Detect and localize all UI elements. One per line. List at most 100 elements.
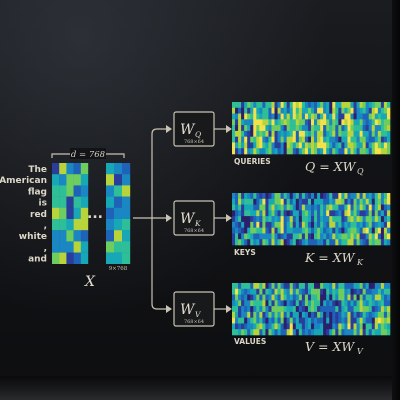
heatmap-cell: [277, 227, 281, 234]
heatmap-cell: [274, 233, 278, 240]
heatmap-cell: [320, 136, 324, 143]
heatmap-cell: [280, 300, 284, 307]
input-matrix-cell: [114, 207, 123, 220]
input-matrix-cell: [122, 252, 131, 264]
heatmap-cell: [262, 216, 266, 223]
heatmap-cell: [386, 107, 391, 114]
heatmap-cell: [368, 119, 373, 126]
heatmap-cell: [247, 317, 251, 324]
heatmap-cell: [359, 306, 363, 313]
heatmap-cell: [371, 148, 376, 155]
heatmap-cell: [253, 239, 257, 246]
heatmap-cell: [274, 204, 278, 211]
heatmap-cell: [295, 221, 300, 228]
heatmap-cell: [338, 300, 342, 307]
heatmap-cell: [301, 233, 306, 240]
heatmap-cell: [247, 193, 251, 200]
heatmap-cell: [232, 329, 236, 336]
heatmap-cell: [338, 323, 342, 330]
heatmap-cell: [241, 311, 245, 318]
heatmap-cell: [383, 119, 388, 126]
heatmap-cell: [341, 323, 345, 330]
heatmap-cell: [368, 136, 373, 143]
heatmap-cell: [365, 148, 370, 155]
heatmap-cell: [301, 283, 306, 290]
heatmap-cell: [280, 317, 284, 324]
heatmap-cell: [371, 130, 376, 137]
heatmap-cell: [335, 227, 339, 234]
heatmap-cell: [238, 306, 242, 313]
heatmap-cell: [332, 239, 336, 246]
heatmap-cell: [344, 193, 348, 200]
heatmap-cell: [280, 288, 284, 295]
heatmap-cell: [350, 107, 354, 114]
heatmap-cell: [374, 130, 379, 137]
heatmap-cell: [350, 221, 354, 228]
heatmap-cell: [250, 216, 254, 223]
heatmap-cell: [350, 102, 354, 109]
heatmap-cell: [317, 125, 321, 132]
heatmap-cell: [265, 311, 269, 318]
heatmap-cell: [320, 210, 324, 217]
heatmap-cell: [262, 294, 266, 301]
heatmap-cell: [304, 306, 309, 313]
heatmap-cell: [368, 294, 373, 301]
heatmap-cell: [292, 102, 297, 109]
heatmap-cell: [256, 119, 260, 126]
input-matrix-cell: [59, 196, 67, 208]
heatmap-cell: [265, 107, 269, 114]
heatmap-cell: [347, 329, 351, 336]
heatmap-cell: [338, 306, 342, 313]
heatmap-cell: [371, 119, 376, 126]
heatmap-cell: [304, 130, 309, 137]
input-matrix-cell: [106, 196, 115, 208]
heatmap-cell: [311, 323, 315, 330]
heatmap-cell: [356, 130, 360, 137]
heatmap-cell: [335, 193, 339, 200]
heatmap-cell: [329, 306, 333, 313]
heatmap-cell: [350, 148, 354, 155]
heatmap-cell: [265, 142, 269, 149]
heatmap-cell: [317, 204, 321, 211]
heatmap-cell: [362, 107, 366, 114]
heatmap-cell: [241, 142, 245, 149]
heatmap-cell: [329, 288, 333, 295]
heatmap-cell: [283, 294, 287, 301]
heatmap-cell: [268, 102, 272, 109]
heatmap-cell: [338, 329, 342, 336]
heatmap-cell: [295, 227, 300, 234]
heatmap-cell: [329, 107, 333, 114]
heatmap-cell: [320, 125, 324, 132]
heatmap-cell: [277, 294, 281, 301]
heatmap-cell: [365, 142, 370, 149]
heatmap-cell: [256, 323, 260, 330]
heatmap-cell: [238, 288, 242, 295]
heatmap-cell: [262, 142, 266, 149]
heatmap-cell: [314, 233, 318, 240]
heatmap-cell: [283, 317, 287, 324]
weight-k-symbol: W: [180, 211, 196, 227]
heatmap-cell: [235, 102, 239, 109]
heatmap-cell: [314, 148, 318, 155]
heatmap-cell: [232, 107, 236, 114]
heatmap-cell: [356, 216, 360, 223]
heatmap-cell: [374, 210, 379, 217]
heatmap-cell: [311, 136, 315, 143]
heatmap-cell: [247, 283, 251, 290]
heatmap-cell: [256, 113, 260, 120]
heatmap-cell: [344, 306, 348, 313]
heatmap-cell: [232, 102, 236, 109]
heatmap-cell: [274, 210, 278, 217]
heatmap-cell: [329, 204, 333, 211]
heatmap-cell: [347, 136, 351, 143]
queries-equation-sub: Q: [357, 167, 364, 176]
heatmap-cell: [353, 216, 357, 223]
heatmap-cell: [362, 294, 366, 301]
heatmap-cell: [368, 148, 373, 155]
heatmap-cell: [250, 125, 254, 132]
heatmap-cell: [365, 233, 370, 240]
heatmap-cell: [380, 283, 385, 290]
heatmap-cell: [268, 239, 272, 246]
heatmap-cell: [253, 210, 257, 217]
heatmap-cell: [286, 130, 291, 137]
